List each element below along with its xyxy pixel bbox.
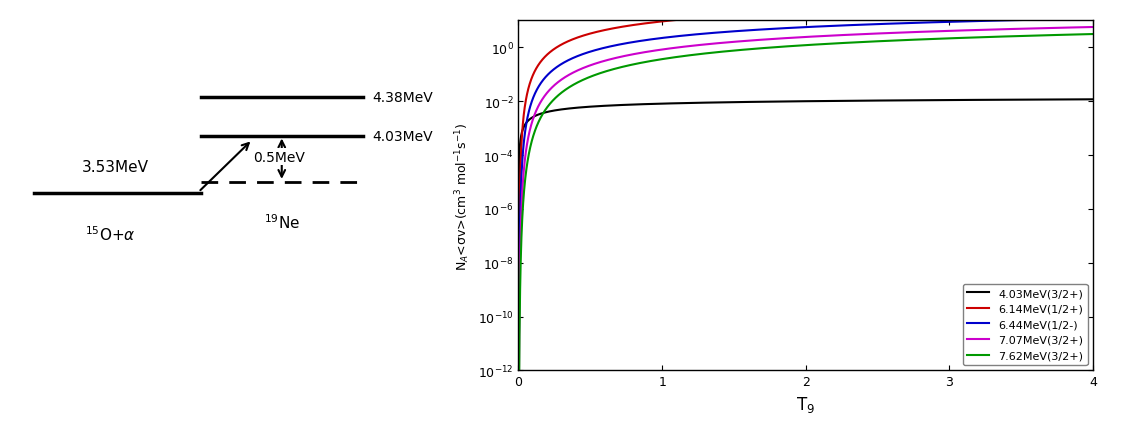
7.07MeV(3/2+) <box>1013 27 1027 32</box>
7.62MeV(3/2+) <box>1086 32 1100 37</box>
7.62MeV(3/2+) <box>1013 35 1027 40</box>
7.07MeV(3/2+) <box>1075 26 1089 31</box>
Text: 3.53MeV: 3.53MeV <box>81 160 149 175</box>
6.14MeV(1/2+) <box>612 26 625 31</box>
4.03MeV(3/2+) <box>1075 98 1089 103</box>
6.44MeV(1/2-) <box>733 29 746 35</box>
7.62MeV(3/2+) <box>612 66 625 71</box>
6.44MeV(1/2-) <box>612 43 625 48</box>
Line: 6.44MeV(1/2-): 6.44MeV(1/2-) <box>518 20 1093 397</box>
4.03MeV(3/2+) <box>512 207 525 212</box>
7.62MeV(3/2+) <box>757 46 771 52</box>
Legend: 4.03MeV(3/2+), 6.14MeV(1/2+), 6.44MeV(1/2-), 7.07MeV(3/2+), 7.62MeV(3/2+): 4.03MeV(3/2+), 6.14MeV(1/2+), 6.44MeV(1/… <box>962 284 1088 365</box>
4.03MeV(3/2+) <box>1086 98 1100 103</box>
6.14MeV(1/2+) <box>512 395 525 400</box>
4.03MeV(3/2+) <box>757 100 771 105</box>
6.44MeV(1/2-) <box>1086 17 1100 22</box>
X-axis label: T$_9$: T$_9$ <box>797 394 815 414</box>
6.14MeV(1/2+) <box>733 14 746 19</box>
4.03MeV(3/2+) <box>612 104 625 109</box>
Y-axis label: N$_A$<σv>(cm$^3$ mol$^{-1}$s$^{-1}$): N$_A$<σv>(cm$^3$ mol$^{-1}$s$^{-1}$) <box>453 122 472 270</box>
Line: 7.62MeV(3/2+): 7.62MeV(3/2+) <box>518 35 1093 397</box>
Text: 0.5MeV: 0.5MeV <box>254 150 305 164</box>
6.44MeV(1/2-) <box>1013 18 1027 23</box>
6.44MeV(1/2-) <box>577 52 591 57</box>
7.07MeV(3/2+) <box>577 66 591 71</box>
7.07MeV(3/2+) <box>512 395 525 400</box>
7.62MeV(3/2+) <box>512 395 525 400</box>
6.44MeV(1/2-) <box>1075 17 1089 22</box>
Line: 6.14MeV(1/2+): 6.14MeV(1/2+) <box>518 5 1093 397</box>
7.62MeV(3/2+) <box>577 78 591 83</box>
4.03MeV(3/2+) <box>1013 98 1027 103</box>
6.44MeV(1/2-) <box>512 395 525 400</box>
7.07MeV(3/2+) <box>612 56 625 61</box>
6.14MeV(1/2+) <box>577 34 591 39</box>
Text: $^{15}$O+$\alpha$: $^{15}$O+$\alpha$ <box>85 225 136 243</box>
6.14MeV(1/2+) <box>757 12 771 17</box>
7.07MeV(3/2+) <box>733 40 746 45</box>
4.03MeV(3/2+) <box>577 105 591 110</box>
7.07MeV(3/2+) <box>757 38 771 43</box>
Text: 4.03MeV: 4.03MeV <box>372 130 433 143</box>
7.07MeV(3/2+) <box>1086 26 1100 31</box>
7.62MeV(3/2+) <box>733 49 746 54</box>
Text: 4.38MeV: 4.38MeV <box>372 91 433 105</box>
Line: 4.03MeV(3/2+): 4.03MeV(3/2+) <box>518 100 1093 210</box>
6.44MeV(1/2-) <box>757 28 771 33</box>
6.14MeV(1/2+) <box>1013 4 1027 9</box>
6.14MeV(1/2+) <box>1086 3 1100 8</box>
Line: 7.07MeV(3/2+): 7.07MeV(3/2+) <box>518 28 1093 397</box>
4.03MeV(3/2+) <box>733 100 746 105</box>
7.62MeV(3/2+) <box>1075 33 1089 38</box>
Text: $^{19}$Ne: $^{19}$Ne <box>264 213 300 232</box>
6.14MeV(1/2+) <box>1075 3 1089 8</box>
